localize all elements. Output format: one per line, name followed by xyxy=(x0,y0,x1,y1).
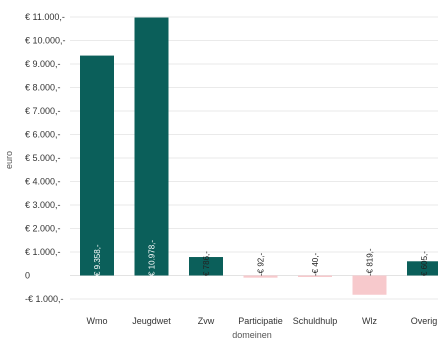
data-label: -€ 92,- xyxy=(257,253,266,276)
x-axis-title: domeinen xyxy=(232,330,272,340)
y-tick-label: € 9.000,- xyxy=(25,59,61,69)
bar-schuldhulp xyxy=(298,275,332,277)
x-tick-label: Jeugdwet xyxy=(132,316,171,326)
x-tick-label: Schuldhulp xyxy=(293,316,338,326)
bar-zvw xyxy=(189,257,223,276)
data-label: € 786,- xyxy=(202,251,211,276)
gridlines xyxy=(70,16,438,300)
x-axis-ticks: Wmo Jeugdwet Zvw Participatie Schuldhulp Wlz O… xyxy=(87,316,438,326)
y-tick-label: € 6.000,- xyxy=(25,130,61,140)
y-tick-label: € 7.000,- xyxy=(25,106,61,116)
x-tick-label: Participatie xyxy=(238,316,283,326)
x-tick-label: Zvw xyxy=(198,316,215,326)
y-axis-title: euro xyxy=(4,151,14,169)
data-label: € 9.358,- xyxy=(93,244,102,276)
data-label: -€ 40,- xyxy=(311,253,320,276)
data-label: € 605,- xyxy=(420,251,429,276)
y-tick-label: -€ 1.000,- xyxy=(25,294,64,304)
x-tick-label: Wmo xyxy=(87,316,108,326)
bar-overig xyxy=(407,261,438,276)
data-label: -€ 819,- xyxy=(366,248,375,276)
y-axis-ticks: -€ 1.000,- 0 € 1.000,- € 2.000,- € 3.000,- € … xyxy=(25,12,66,304)
y-tick-label: € 8.000,- xyxy=(25,83,61,93)
y-tick-label: € 4.000,- xyxy=(25,177,61,187)
y-tick-label: € 3.000,- xyxy=(25,200,61,210)
bar-participatie xyxy=(243,275,278,278)
y-tick-label: 0 xyxy=(25,271,30,281)
bar-jeugdwet xyxy=(134,17,169,276)
bar-wlz xyxy=(352,275,387,295)
y-tick-label: € 5.000,- xyxy=(25,153,61,163)
y-tick-label: € 2.000,- xyxy=(25,224,61,234)
y-tick-label: € 11.000,- xyxy=(25,12,65,22)
x-tick-label: Wlz xyxy=(362,316,377,326)
y-tick-label: € 1.000,- xyxy=(25,247,61,257)
data-labels: € 9.358,- € 10.978,- € 786,- -€ 92,- -€ 40,-… xyxy=(93,240,429,276)
bars xyxy=(80,17,438,295)
x-tick-label: Overig xyxy=(411,316,438,326)
y-tick-label: € 10.000,- xyxy=(25,36,66,46)
data-label: € 10.978,- xyxy=(148,240,157,276)
bar-wmo xyxy=(80,55,114,276)
